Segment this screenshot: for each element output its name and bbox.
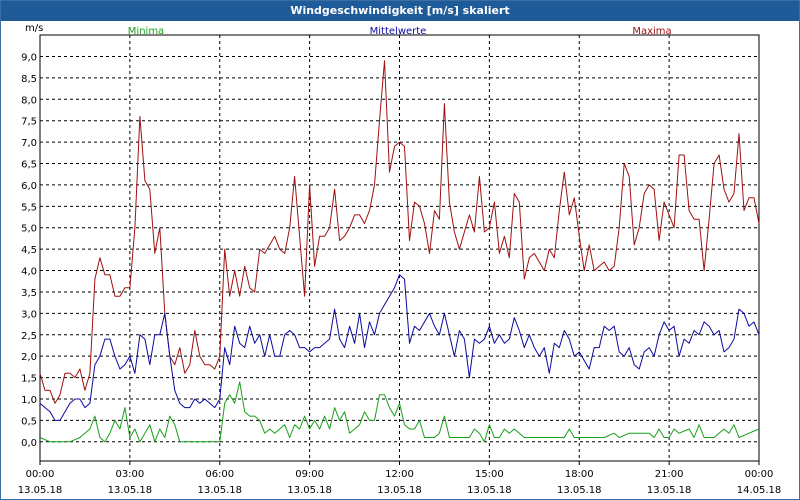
y-tick-label: 2,0 bbox=[21, 352, 37, 363]
y-tick-label: 6,0 bbox=[21, 181, 37, 192]
x-tick-date-label: 13.05.18 bbox=[647, 485, 692, 496]
x-tick-time-label: 03:00 bbox=[115, 469, 144, 480]
x-tick-date-label: 14.05.18 bbox=[737, 485, 782, 496]
x-tick-time-label: 06:00 bbox=[205, 469, 234, 480]
x-tick-time-label: 09:00 bbox=[295, 469, 324, 480]
wind-speed-chart: 0,0 0,5 1,0 1,5 2,0 2,5 3,0 3,5 4,0 4,5 5,0 5,5 6,0 6… bbox=[18, 23, 782, 496]
x-tick-date-label: 13.05.18 bbox=[108, 485, 153, 496]
y-tick-label: 8,5 bbox=[21, 74, 37, 85]
y-tick-label: 8,0 bbox=[21, 95, 37, 106]
y-tick-label: 9,0 bbox=[21, 53, 37, 64]
x-tick-date-label: 13.05.18 bbox=[557, 485, 602, 496]
y-tick-label: 5,5 bbox=[21, 202, 37, 213]
legend-mittelwerte: Mittelwerte bbox=[370, 26, 427, 37]
y-tick-label: 1,5 bbox=[21, 374, 37, 385]
x-tick-time-label: 18:00 bbox=[565, 469, 594, 480]
series-line-mittelwerte bbox=[39, 274, 760, 421]
y-tick-label: 0,5 bbox=[21, 416, 37, 427]
y-tick-label: 5,0 bbox=[21, 224, 37, 235]
x-tick-date-label: 13.05.18 bbox=[197, 485, 242, 496]
y-tick-label: 4,0 bbox=[21, 267, 37, 278]
x-tick-time-label: 21:00 bbox=[655, 469, 684, 480]
x-tick-date-label: 13.05.18 bbox=[18, 485, 63, 496]
series-line-maxima bbox=[39, 60, 760, 404]
y-tick-label: 4,5 bbox=[21, 245, 37, 256]
y-tick-label: 1,0 bbox=[21, 395, 37, 406]
series-line-minima bbox=[39, 381, 760, 443]
x-tick-date-label: 13.05.18 bbox=[377, 485, 422, 496]
y-tick-label: 3,0 bbox=[21, 309, 37, 320]
y-tick-label: 7,0 bbox=[21, 138, 37, 149]
y-axis-unit: m/s bbox=[25, 23, 43, 34]
x-tick-time-label: 00:00 bbox=[745, 469, 774, 480]
y-tick-label: 2,5 bbox=[21, 331, 37, 342]
y-tick-label: 6,5 bbox=[21, 160, 37, 171]
legend-minima: Minima bbox=[128, 26, 164, 37]
x-tick-date-label: 13.05.18 bbox=[287, 485, 332, 496]
x-tick-time-label: 00:00 bbox=[26, 469, 55, 480]
x-tick-time-label: 15:00 bbox=[475, 469, 504, 480]
y-tick-label: 0,0 bbox=[21, 438, 37, 449]
y-tick-label: 7,5 bbox=[21, 117, 37, 128]
window-title: Windgeschwindigkeit [m/s] skaliert bbox=[1, 1, 799, 21]
legend-maxima: Maxima bbox=[632, 26, 671, 37]
y-tick-label: 3,5 bbox=[21, 288, 37, 299]
x-tick-date-label: 13.05.18 bbox=[467, 485, 512, 496]
x-tick-time-label: 12:00 bbox=[385, 469, 414, 480]
